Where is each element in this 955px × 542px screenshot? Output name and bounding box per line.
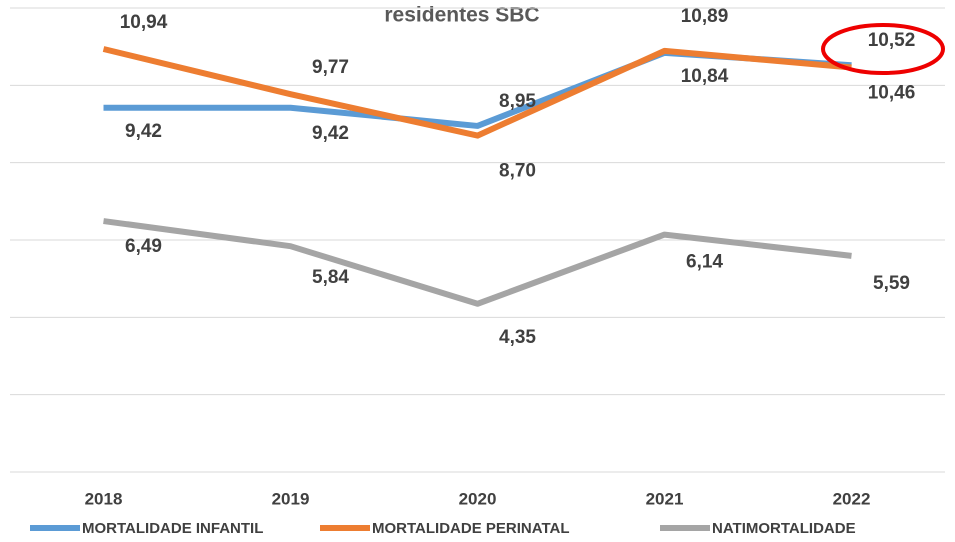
legend-label: MORTALIDADE PERINATAL <box>372 520 569 537</box>
chart-title: residentes SBC <box>384 4 539 27</box>
data-label: 5,84 <box>312 267 349 288</box>
data-label: 10,89 <box>681 6 729 27</box>
legend-label: MORTALIDADE INFANTIL <box>82 520 263 537</box>
data-label: 8,95 <box>499 91 536 112</box>
data-label: 10,46 <box>868 83 916 104</box>
x-tick-label: 2022 <box>833 489 871 508</box>
data-label: 9,42 <box>125 121 162 142</box>
data-label: 4,35 <box>499 327 536 348</box>
data-label: 10,84 <box>681 66 729 87</box>
data-label: 9,77 <box>312 57 349 78</box>
x-tick-label: 2020 <box>459 489 497 508</box>
data-label: 6,49 <box>125 236 162 257</box>
x-tick-label: 2018 <box>85 489 123 508</box>
data-label: 10,94 <box>120 12 168 33</box>
series-line <box>103 218 852 307</box>
data-label: 9,42 <box>312 123 349 144</box>
data-label: 10,52 <box>868 30 916 51</box>
data-label: 5,59 <box>873 273 910 294</box>
series-line <box>102 46 852 139</box>
highlight-ellipse <box>821 23 945 75</box>
x-tick-label: 2021 <box>646 489 684 508</box>
data-label: 8,70 <box>499 161 536 182</box>
legend-label: NATIMORTALIDADE <box>712 520 856 537</box>
data-label: 6,14 <box>686 252 723 273</box>
plot: 2018 2019 2020 2021 2022 9,42 9,42 8,95 10,84 10,… <box>10 6 945 537</box>
x-tick-label: 2019 <box>272 489 310 508</box>
